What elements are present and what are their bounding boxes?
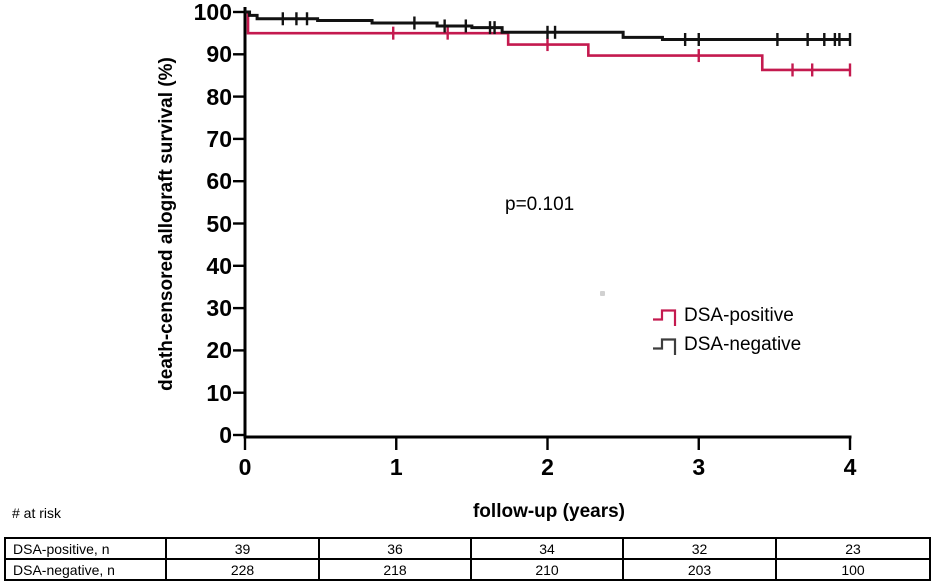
legend-label: DSA-negative xyxy=(684,334,802,355)
smudge-artifact xyxy=(600,291,605,296)
risk-count: 228 xyxy=(165,558,320,581)
y-tick-label: 60 xyxy=(206,168,232,195)
risk-count: 23 xyxy=(775,537,931,560)
x-tick-label: 0 xyxy=(238,454,252,480)
y-tick-label: 90 xyxy=(206,41,232,68)
survival-curve-dsa-negative xyxy=(245,10,850,41)
y-tick-label: 20 xyxy=(206,337,232,364)
table-row-dsa-positive: DSA-positive, n 39 36 34 32 23 xyxy=(4,537,931,560)
number-at-risk-table: DSA-positive, n 39 36 34 32 23 DSA-negat… xyxy=(4,537,931,581)
risk-count: 203 xyxy=(622,558,777,581)
legend-item-dsa-negative: DSA-negative xyxy=(652,334,801,356)
table-row-dsa-negative: DSA-negative, n 228 218 210 203 100 xyxy=(4,558,931,581)
y-tick-label: 0 xyxy=(219,422,232,448)
risk-count: 34 xyxy=(470,537,624,560)
x-tick-label: 2 xyxy=(541,454,554,480)
y-tick-label: 40 xyxy=(206,252,232,279)
y-tick-label: 70 xyxy=(206,125,232,152)
x-tick-label: 4 xyxy=(843,454,857,480)
step-line-icon xyxy=(653,338,677,355)
legend-item-dsa-positive: DSA-positive xyxy=(652,305,801,327)
y-tick-label: 10 xyxy=(206,379,232,406)
row-label: DSA-positive, n xyxy=(4,537,167,560)
risk-count: 210 xyxy=(470,558,624,581)
x-tick-label: 3 xyxy=(692,454,706,480)
step-line-icon xyxy=(653,309,677,326)
y-tick-label: 100 xyxy=(193,0,232,25)
x-tick-label: 1 xyxy=(389,454,403,480)
legend-label: DSA-positive xyxy=(684,305,794,326)
risk-table-header: # at risk xyxy=(12,505,62,521)
y-tick-label: 80 xyxy=(206,83,232,110)
risk-count: 218 xyxy=(318,558,472,581)
legend: DSA-positive DSA-negative xyxy=(652,305,801,356)
y-tick-label: 30 xyxy=(206,295,232,322)
row-label: DSA-negative, n xyxy=(4,558,167,581)
risk-count: 36 xyxy=(318,537,472,560)
y-tick-label: 50 xyxy=(206,210,232,237)
risk-count: 100 xyxy=(775,558,931,581)
risk-count: 32 xyxy=(622,537,777,560)
risk-count: 39 xyxy=(165,537,320,560)
x-axis-title: follow-up (years) xyxy=(472,501,625,522)
p-value-annotation: p=0.101 xyxy=(505,194,575,215)
